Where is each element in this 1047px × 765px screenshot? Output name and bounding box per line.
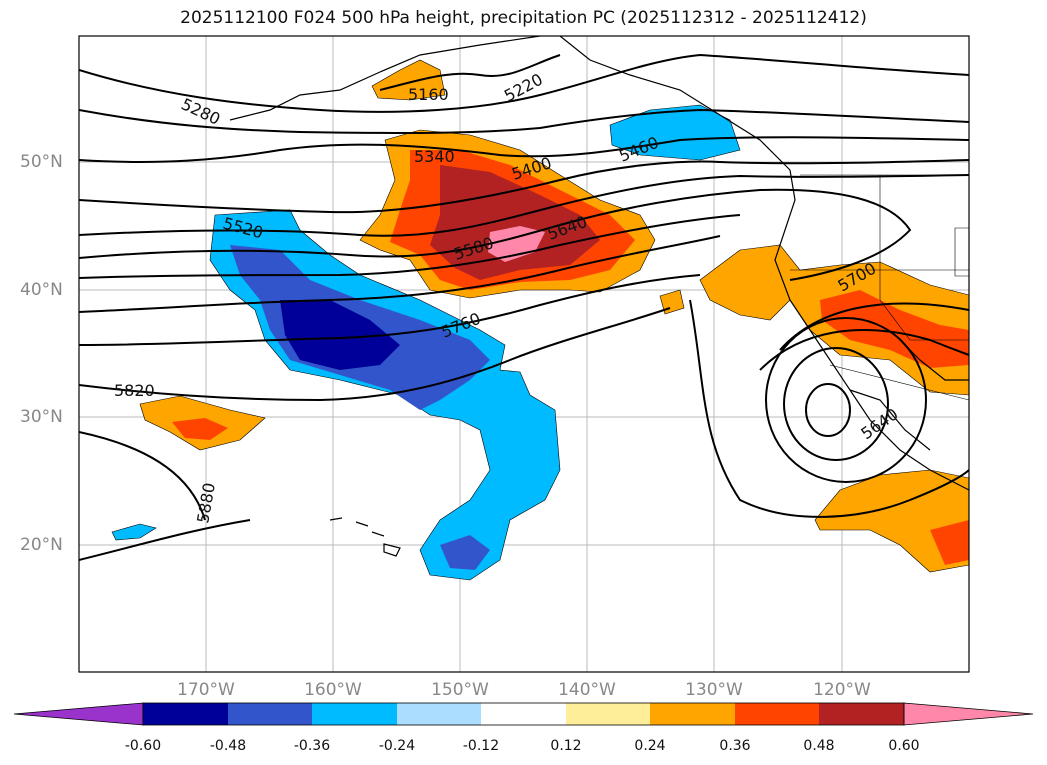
lat-label: 40°N xyxy=(20,280,63,300)
precip-pos-patch-mexico xyxy=(814,469,969,573)
colorbar-tick: 0.36 xyxy=(719,738,751,754)
lon-label: 150°W xyxy=(431,680,489,700)
contour-label: 5820 xyxy=(114,381,155,400)
precip-pos-band-0.48 xyxy=(430,165,600,280)
contour-label: 5160 xyxy=(408,85,449,104)
colorbar-low-extension xyxy=(13,702,144,726)
precip-pos-patch-north xyxy=(371,59,446,101)
precip-pos-patch-east-core xyxy=(820,290,969,368)
precip-pos-band-0.60 xyxy=(488,226,545,262)
colorbar-tick: 0.24 xyxy=(634,738,666,754)
colorbar-segment xyxy=(819,703,904,725)
lon-label: 160°W xyxy=(304,680,362,700)
coastline-north-america xyxy=(774,169,969,491)
precip-neg-band-0.48 xyxy=(280,300,400,370)
colorbar-tick: 0.60 xyxy=(888,738,920,754)
colorbar-tick: -0.12 xyxy=(462,738,500,754)
colorbar-tick: -0.60 xyxy=(124,738,162,754)
precip-pos-patch-mexico-core xyxy=(930,520,969,565)
contour-label: 5340 xyxy=(414,147,455,166)
lon-label: 140°W xyxy=(558,680,616,700)
colorbar-segment xyxy=(650,703,735,725)
colorbar-segment xyxy=(143,703,228,725)
colorbar-segment xyxy=(566,703,650,725)
colorbar-segment xyxy=(481,703,566,725)
colorbar-high-extension xyxy=(903,702,1034,726)
state-borders xyxy=(790,174,969,401)
colorbar-tick: -0.48 xyxy=(209,738,247,754)
colorbar-segment xyxy=(735,703,819,725)
colorbar-segment xyxy=(228,703,312,725)
precip-neg-patch-south xyxy=(440,535,490,570)
map-frame xyxy=(78,35,970,673)
height-contours xyxy=(79,53,969,561)
colorbar xyxy=(13,702,1034,726)
precip-neg-patch-west xyxy=(111,523,157,541)
colorbar-segment xyxy=(312,703,397,725)
lon-label: 120°W xyxy=(813,680,871,700)
precip-pos-patch-small xyxy=(659,289,685,315)
colorbar-tick: 0.12 xyxy=(550,738,582,754)
lat-label: 20°N xyxy=(20,535,63,555)
lat-label: 50°N xyxy=(20,152,63,172)
colorbar-segment xyxy=(397,703,481,725)
colorbar-tick: -0.36 xyxy=(293,738,331,754)
lat-label: 30°N xyxy=(20,407,63,427)
precip-pos-patch-west-core xyxy=(172,418,228,440)
colorbar-tick: 0.48 xyxy=(803,738,835,754)
colorbar-tick: -0.24 xyxy=(378,738,416,754)
hawaii-islands xyxy=(329,517,401,557)
map-title: 2025112100 F024 500 hPa height, precipit… xyxy=(180,8,867,28)
lon-label: 130°W xyxy=(685,680,743,700)
lon-label: 170°W xyxy=(177,680,235,700)
